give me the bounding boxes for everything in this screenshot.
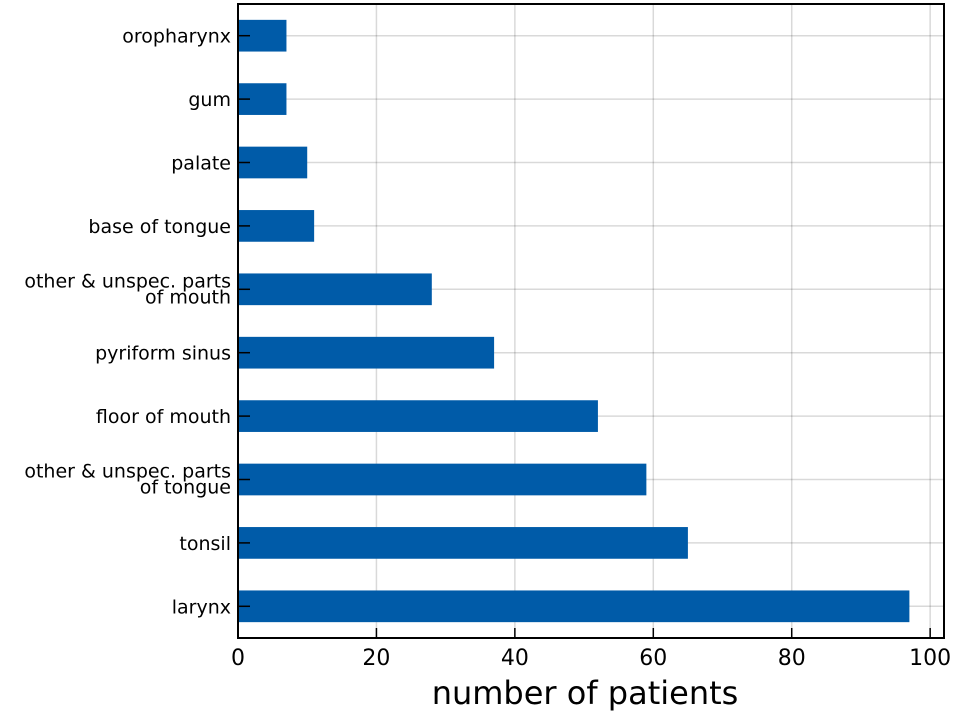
category-label: larynx xyxy=(172,596,231,618)
category-labels: larynx tonsil other & unspec. parts of tong… xyxy=(24,26,231,619)
x-tick-label: 100 xyxy=(909,646,951,671)
bar xyxy=(238,463,647,496)
bars xyxy=(238,19,910,623)
bar xyxy=(238,273,432,306)
category-label: other & unspec. parts of tongue xyxy=(24,461,231,499)
category-label: tonsil xyxy=(179,533,231,555)
category-label: palate xyxy=(171,153,231,175)
bar xyxy=(238,400,598,432)
x-tick-label: 80 xyxy=(778,646,806,671)
category-label: gum xyxy=(188,89,231,111)
bar xyxy=(238,210,315,242)
bar xyxy=(238,336,495,369)
bar xyxy=(238,527,688,559)
x-tick-label: 0 xyxy=(231,646,245,671)
category-label: pyriform sinus xyxy=(95,343,231,365)
category-label: base of tongue xyxy=(88,216,231,238)
plot-frame xyxy=(237,3,945,639)
category-label: other & unspec. parts of mouth xyxy=(24,270,231,308)
category-label: oropharynx xyxy=(122,26,231,48)
x-axis-title: number of patients xyxy=(432,674,739,712)
x-tick-label: 60 xyxy=(639,646,667,671)
x-tick-label: 40 xyxy=(501,646,529,671)
x-tick-label: 20 xyxy=(362,646,390,671)
x-tick-labels: 0 20 40 60 80 100 xyxy=(231,646,951,671)
category-label: floor of mouth xyxy=(96,406,231,428)
bar xyxy=(238,590,910,623)
